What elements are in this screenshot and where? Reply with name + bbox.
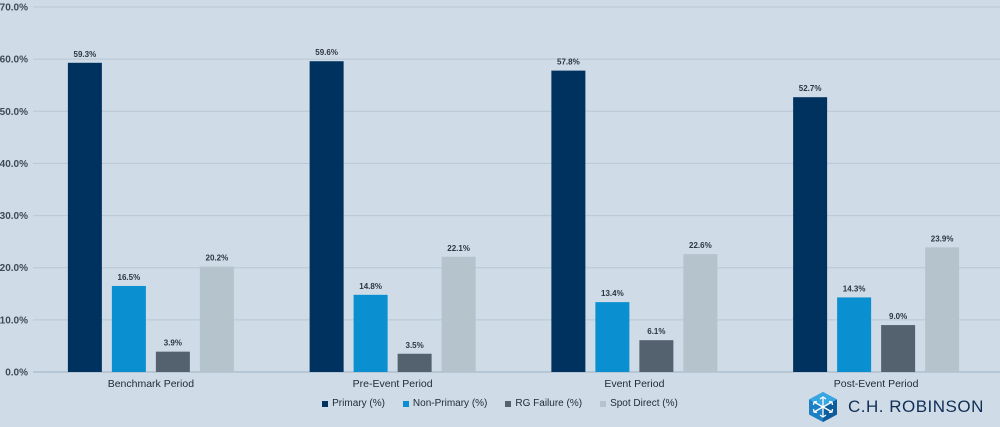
bar bbox=[595, 302, 630, 372]
legend-item: Primary (%) bbox=[322, 398, 385, 409]
bar bbox=[67, 62, 102, 373]
x-category-label: Pre-Event Period bbox=[353, 378, 433, 390]
data-labels: 59.3% 16.5% 3.9% 20.2% 59.6% 14.8% 3.5% 22.1% 57… bbox=[74, 48, 954, 350]
y-tick-label: 50.0% bbox=[0, 107, 28, 118]
cube-logo-icon bbox=[809, 392, 837, 422]
bar bbox=[837, 297, 872, 372]
legend: Primary (%) Non-Primary (%) RG Failure (%)… bbox=[0, 398, 1000, 409]
data-label: 14.3% bbox=[843, 284, 866, 293]
bar bbox=[309, 61, 344, 372]
legend-label: Spot Direct (%) bbox=[610, 398, 678, 409]
data-label: 59.6% bbox=[315, 48, 338, 57]
legend-swatch bbox=[322, 400, 329, 407]
data-label: 13.4% bbox=[601, 289, 624, 298]
x-category-label: Event Period bbox=[604, 378, 664, 390]
bars bbox=[67, 61, 960, 373]
bar bbox=[353, 294, 388, 372]
y-tick-label: 70.0% bbox=[0, 3, 28, 14]
bar bbox=[111, 285, 146, 372]
bar bbox=[441, 256, 476, 372]
data-label: 52.7% bbox=[799, 84, 822, 93]
brand-logo: C.H. ROBINSON bbox=[806, 390, 984, 424]
legend-item: Spot Direct (%) bbox=[600, 398, 678, 409]
bar bbox=[551, 70, 586, 372]
data-label: 9.0% bbox=[889, 312, 907, 321]
data-label: 6.1% bbox=[647, 327, 665, 336]
legend-swatch bbox=[402, 400, 409, 407]
data-label: 16.5% bbox=[118, 273, 141, 282]
bar bbox=[683, 254, 718, 372]
x-category-label: Post-Event Period bbox=[834, 378, 919, 390]
data-label: 14.8% bbox=[359, 282, 382, 291]
bar bbox=[639, 340, 674, 372]
y-tick-label: 40.0% bbox=[0, 159, 28, 170]
y-tick-label: 10.0% bbox=[0, 315, 28, 326]
legend-item: Non-Primary (%) bbox=[402, 398, 488, 409]
bar bbox=[397, 353, 432, 372]
data-label: 22.1% bbox=[447, 244, 470, 253]
legend-label: Primary (%) bbox=[332, 398, 385, 409]
brand-name: C.H. ROBINSON bbox=[848, 397, 984, 416]
bar bbox=[199, 266, 234, 372]
bar bbox=[881, 325, 916, 372]
data-label: 3.9% bbox=[164, 339, 182, 348]
legend-label: Non-Primary (%) bbox=[412, 398, 488, 409]
legend-item: RG Failure (%) bbox=[505, 398, 582, 409]
x-axis: Benchmark Period Pre-Event Period Event Pe… bbox=[108, 378, 919, 390]
bar bbox=[155, 351, 190, 372]
legend-swatch bbox=[505, 400, 512, 407]
y-tick-label: 0.0% bbox=[5, 368, 28, 379]
y-tick-label: 30.0% bbox=[0, 211, 28, 222]
gridlines bbox=[33, 6, 1000, 373]
y-axis: 0.0% 10.0% 20.0% 30.0% 40.0% 50.0% 60.0% 70.0% bbox=[0, 3, 28, 379]
data-label: 23.9% bbox=[931, 234, 954, 243]
bar bbox=[925, 247, 960, 372]
legend-label: RG Failure (%) bbox=[515, 398, 583, 409]
data-label: 3.5% bbox=[406, 341, 424, 350]
data-label: 57.8% bbox=[557, 58, 580, 67]
data-label: 59.3% bbox=[74, 50, 97, 59]
y-tick-label: 60.0% bbox=[0, 55, 28, 66]
data-label: 20.2% bbox=[206, 254, 229, 263]
bar bbox=[793, 97, 828, 372]
y-tick-label: 20.0% bbox=[0, 263, 28, 274]
legend-swatch bbox=[600, 400, 607, 407]
x-category-label: Benchmark Period bbox=[108, 378, 195, 390]
data-label: 22.6% bbox=[689, 241, 712, 250]
